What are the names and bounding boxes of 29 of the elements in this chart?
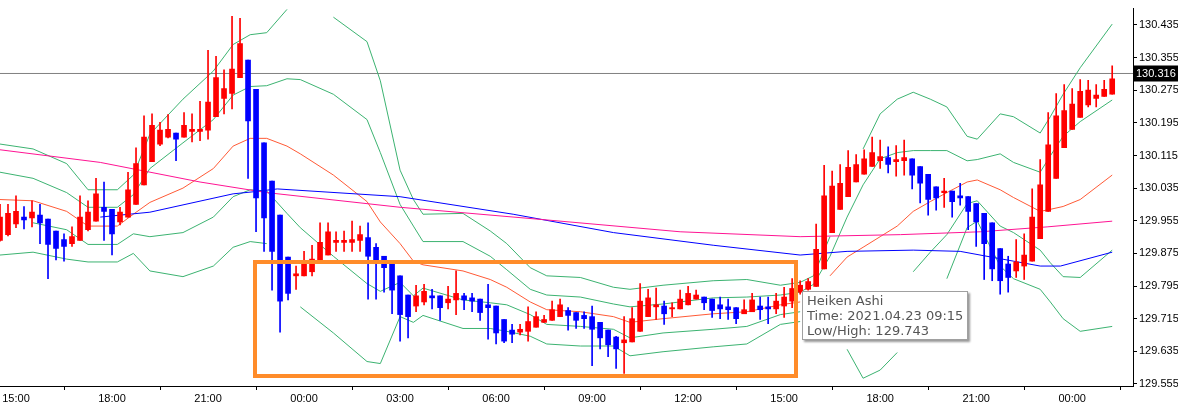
ref-line-label: 130.316 [1136, 66, 1176, 79]
x-tick-label: 00:00 [290, 391, 318, 404]
y-tick-label: 130.035 [1139, 181, 1178, 194]
y-tick-label: 130.275 [1139, 83, 1178, 96]
x-tick-label: 15:00 [2, 391, 30, 404]
y-tick-label: 129.555 [1139, 376, 1178, 389]
y-tick-label: 129.875 [1139, 246, 1178, 259]
annotation: Time: 2021.04.23 09:15 [807, 308, 964, 323]
tooltip-box: Heiken Ashi Time: 2021.04.23 09:15 Low/High: 129.743 [802, 291, 969, 340]
x-tick-label: 06:00 [482, 391, 510, 404]
x-tick-label: 21:00 [962, 391, 990, 404]
y-tick-label: 130.435 [1139, 17, 1178, 30]
annotation: Heiken Ashi [807, 293, 885, 308]
y-tick-label: 130.195 [1139, 115, 1178, 128]
y-tick-label: 129.955 [1139, 213, 1178, 226]
y-tick-label: 129.795 [1139, 279, 1178, 292]
x-tick-label: 18:00 [98, 391, 126, 404]
x-tick-label: 18:00 [866, 391, 894, 404]
x-tick-label: 21:00 [194, 391, 222, 404]
x-tick-label: 00:00 [1058, 391, 1086, 404]
annotation: Low/High: 129.743 [807, 323, 931, 338]
y-tick-label: 130.115 [1139, 148, 1178, 161]
x-tick-label: 15:00 [770, 391, 798, 404]
y-tick-label: 130.355 [1139, 50, 1178, 63]
x-tick-label: 12:00 [674, 391, 702, 404]
x-tick-label: 03:00 [386, 391, 414, 404]
x-tick-label: 09:00 [578, 391, 606, 404]
y-tick-label: 129.715 [1139, 311, 1178, 324]
y-tick-label: 129.635 [1139, 344, 1178, 357]
